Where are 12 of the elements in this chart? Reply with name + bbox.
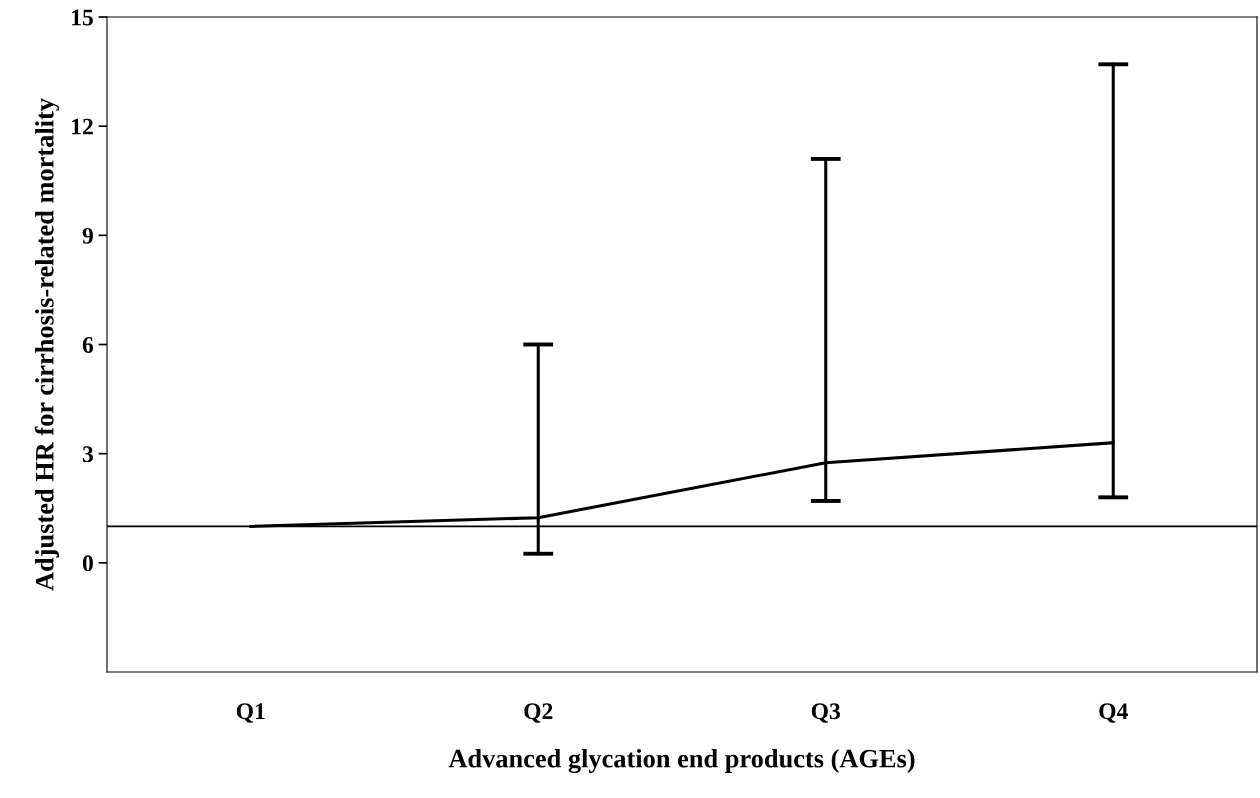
y-tick-label: 15 [72,9,93,26]
y-tick-label: 0 [82,555,93,572]
x-tick-label: Q1 [236,703,265,723]
y-axis-title: Adjusted HR for cirrhosis-related mortality [34,98,60,591]
x-axis-title: Advanced glycation end products (AGEs) [448,748,915,774]
y-tick-label: 3 [82,446,93,463]
x-tick-label: Q2 [524,703,553,723]
x-tick-label: Q4 [1099,703,1128,723]
x-tick-label: Q3 [811,703,841,723]
y-tick-label: 6 [82,337,94,353]
y-tick-label: 12 [72,118,93,135]
y-tick-label: 9 [82,227,93,244]
